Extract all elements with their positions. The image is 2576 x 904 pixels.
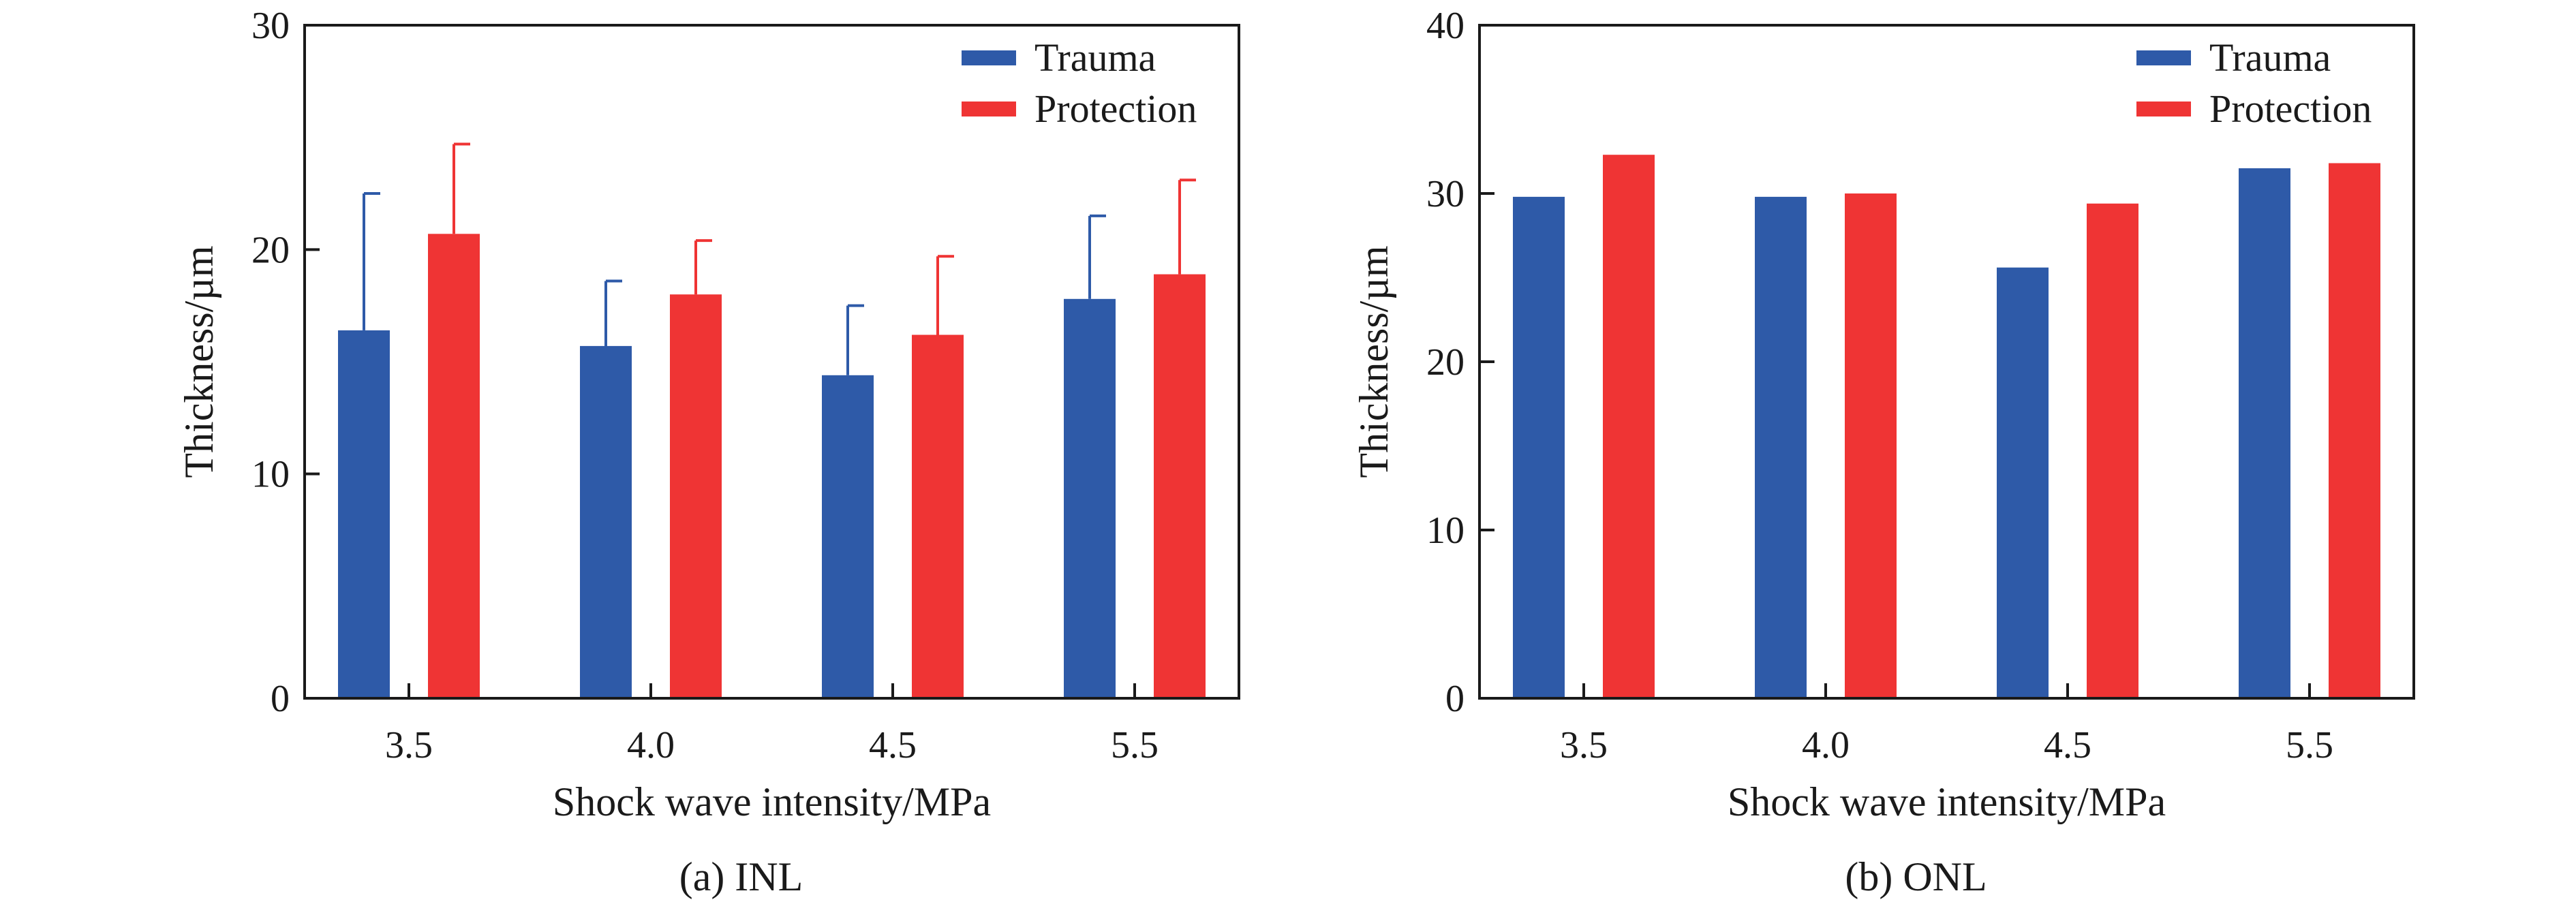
legend-label-trauma: Trauma [1034, 35, 1156, 80]
y-tick-label: 40 [1426, 5, 1465, 47]
bar-protection-5.5 [2329, 163, 2380, 698]
x-tick-label: 5.5 [1111, 724, 1159, 766]
bar-protection-4.5 [912, 334, 964, 698]
bar-trauma-4.0 [580, 345, 632, 698]
x-tick-label: 4.5 [2044, 724, 2091, 766]
x-axis-label: Shock wave intensity/MPa [553, 779, 991, 824]
bar-protection-4.0 [670, 294, 722, 698]
bar-protection-5.5 [1154, 274, 1206, 699]
y-tick-label: 10 [1426, 510, 1465, 552]
bar-trauma-3.5 [1513, 196, 1565, 698]
x-tick-label: 5.5 [2286, 724, 2333, 766]
y-tick-label: 10 [251, 454, 290, 496]
y-axis-label: Thickness/µm [1351, 245, 1396, 478]
bar-trauma-5.5 [2239, 168, 2290, 698]
y-tick-label: 20 [251, 229, 290, 271]
chart-panel-a: 0 10 20 30 3.5 4.0 4.5 5.5 Shock wave intensity/… [177, 5, 1240, 899]
bar-protection-3.5 [428, 234, 480, 698]
bar-protection-4.5 [2087, 203, 2138, 698]
bar-trauma-3.5 [338, 330, 390, 698]
y-tick-label: 20 [1426, 341, 1465, 384]
legend-label-protection: Protection [2209, 87, 2372, 131]
x-tick-label: 4.5 [869, 724, 917, 766]
x-tick-label: 4.0 [1802, 724, 1850, 766]
y-tick-label: 0 [271, 678, 290, 720]
panel-caption: (a) INL [679, 854, 803, 899]
bar-trauma-4.5 [822, 375, 874, 698]
bar-trauma-4.5 [1997, 267, 2049, 698]
bar-protection-3.5 [1603, 155, 1655, 698]
x-tick-label: 3.5 [1560, 724, 1608, 766]
x-tick-label: 3.5 [385, 724, 433, 766]
x-axis-label: Shock wave intensity/MPa [1728, 779, 2166, 824]
y-tick-label: 0 [1445, 678, 1465, 720]
chart-panel-b: 0 10 20 30 40 3.5 4.0 4.5 5.5 Shock wave intensit… [1351, 5, 2415, 899]
x-tick-label: 4.0 [627, 724, 675, 766]
legend-label-trauma: Trauma [2209, 35, 2331, 80]
y-tick-label: 30 [251, 5, 290, 47]
bar-trauma-4.0 [1755, 196, 1807, 698]
legend-label-protection: Protection [1034, 87, 1197, 131]
bar-trauma-5.5 [1064, 298, 1116, 698]
y-tick-label: 30 [1426, 173, 1465, 215]
panel-caption: (b) ONL [1845, 854, 1987, 899]
bar-protection-4.0 [1845, 193, 1897, 698]
y-axis-label: Thickness/µm [177, 245, 221, 478]
plot-frame [303, 24, 1240, 700]
